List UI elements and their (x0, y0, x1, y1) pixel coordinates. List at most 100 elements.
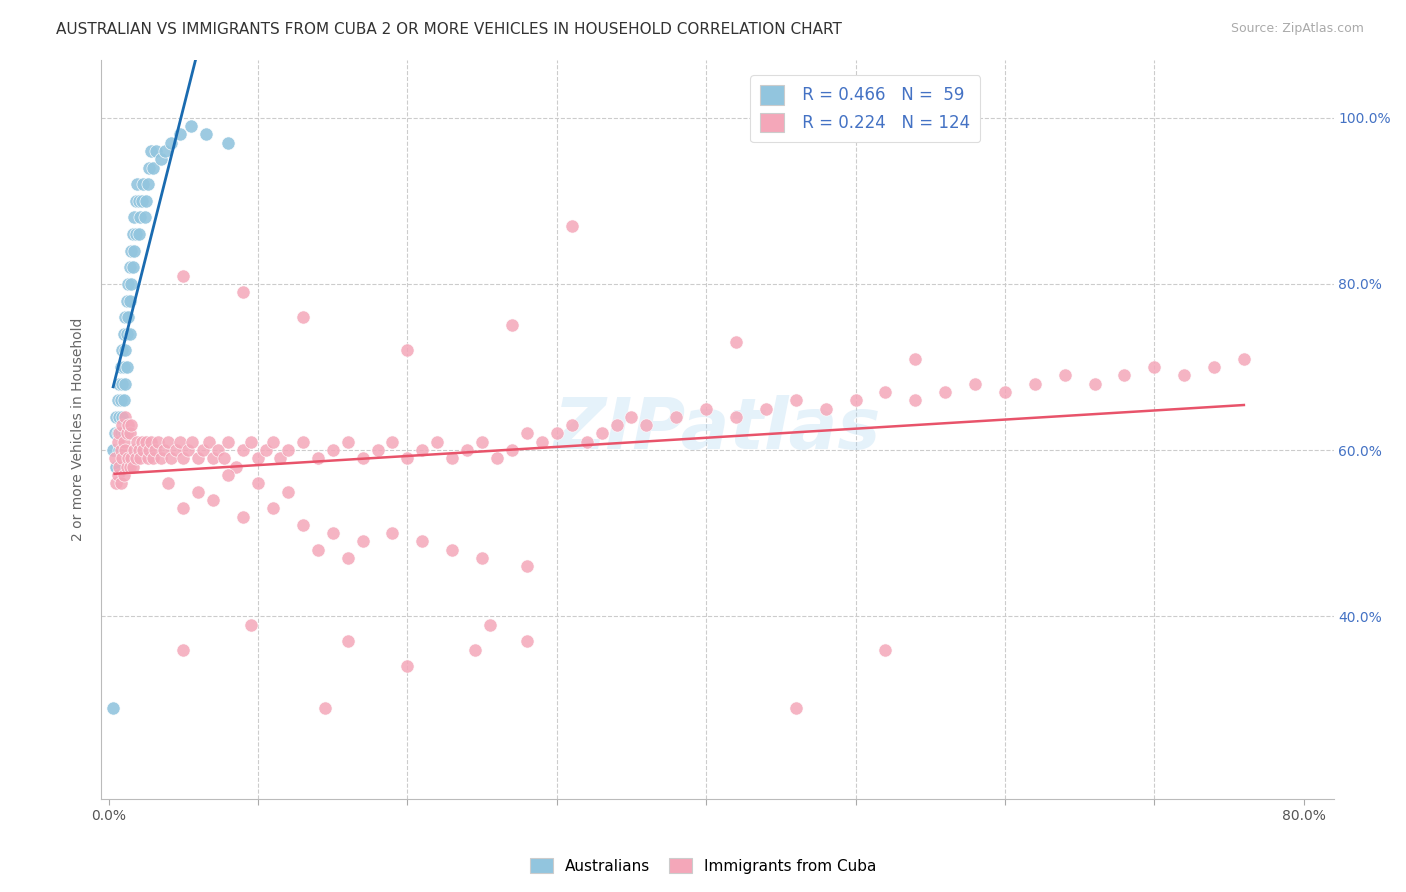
Point (112, 426, 135, 441)
Point (232, 509, 254, 524)
Point (478, 617, 501, 632)
Point (307, 451, 329, 466)
Point (1233, 351, 1256, 366)
Point (247, 476, 270, 491)
Point (110, 476, 132, 491)
Point (104, 426, 127, 441)
Point (755, 401, 778, 416)
Point (134, 211, 156, 225)
Point (591, 426, 613, 441)
Point (1173, 368, 1195, 383)
Point (124, 451, 146, 466)
Point (875, 642, 897, 657)
Point (197, 434, 219, 449)
Point (128, 194, 150, 208)
Point (426, 434, 449, 449)
Point (121, 260, 143, 275)
Point (262, 434, 284, 449)
Point (336, 434, 359, 449)
Point (169, 434, 191, 449)
Point (121, 227, 143, 241)
Point (396, 659, 419, 673)
Point (101, 443, 124, 458)
Point (441, 542, 464, 557)
Point (110, 359, 132, 374)
Point (112, 326, 135, 341)
Point (122, 443, 145, 458)
Point (107, 393, 129, 408)
Point (115, 326, 138, 341)
Point (217, 434, 239, 449)
Point (105, 459, 128, 474)
Point (191, 443, 214, 458)
Point (277, 484, 299, 499)
Point (336, 551, 359, 566)
Point (172, 501, 194, 516)
Point (138, 443, 160, 458)
Point (132, 443, 155, 458)
Point (142, 161, 165, 175)
Point (194, 128, 217, 142)
Point (131, 194, 153, 208)
Point (516, 559, 538, 574)
Point (112, 359, 135, 374)
Point (115, 459, 138, 474)
Point (516, 634, 538, 648)
Point (110, 443, 132, 458)
Point (112, 468, 135, 483)
Point (1024, 376, 1046, 391)
Point (114, 443, 136, 458)
Point (135, 434, 157, 449)
Point (115, 359, 138, 374)
Point (724, 409, 747, 424)
Point (934, 384, 956, 399)
Point (105, 409, 128, 424)
Point (262, 501, 284, 516)
Point (277, 443, 299, 458)
Point (904, 351, 927, 366)
Point (844, 393, 866, 408)
Legend: Australians, Immigrants from Cuba: Australians, Immigrants from Cuba (524, 852, 882, 880)
Point (149, 451, 172, 466)
Point (247, 451, 270, 466)
Point (111, 418, 134, 433)
Point (269, 451, 291, 466)
Point (172, 451, 194, 466)
Point (114, 343, 136, 358)
Point (217, 468, 239, 483)
Point (606, 418, 628, 433)
Point (291, 517, 314, 532)
Point (118, 326, 141, 341)
Point (110, 426, 132, 441)
Point (411, 443, 433, 458)
Point (1202, 359, 1225, 374)
Point (125, 178, 148, 192)
Point (115, 293, 138, 308)
Point (396, 451, 419, 466)
Point (114, 376, 136, 391)
Point (169, 128, 191, 142)
Point (111, 376, 134, 391)
Point (336, 634, 359, 648)
Point (814, 401, 837, 416)
Point (149, 153, 172, 167)
Point (107, 434, 129, 449)
Point (172, 268, 194, 283)
Point (724, 335, 747, 350)
Point (239, 617, 262, 632)
Point (111, 409, 134, 424)
Point (254, 443, 277, 458)
Point (177, 443, 200, 458)
Point (561, 418, 583, 433)
Point (131, 434, 153, 449)
Y-axis label: 2 or more Vehicles in Household: 2 or more Vehicles in Household (72, 318, 86, 541)
Point (118, 426, 141, 441)
Point (108, 443, 131, 458)
Point (120, 451, 142, 466)
Point (994, 384, 1017, 399)
Point (146, 434, 169, 449)
Point (441, 451, 464, 466)
Point (785, 393, 807, 408)
Legend:  R = 0.466   N =  59,  R = 0.224   N = 124: R = 0.466 N = 59, R = 0.224 N = 124 (751, 75, 980, 142)
Point (124, 194, 146, 208)
